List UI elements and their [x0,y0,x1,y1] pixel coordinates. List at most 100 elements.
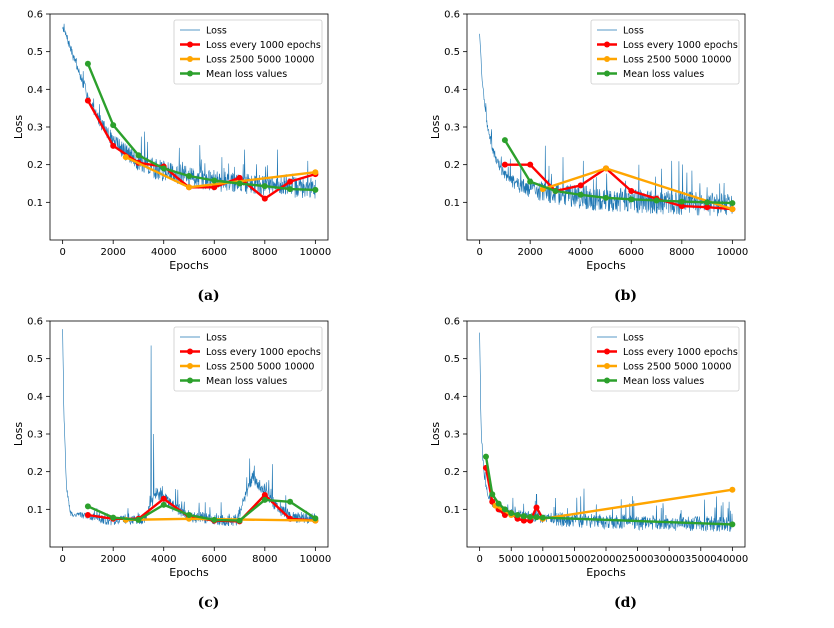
legend-marker-loss-2500-5000-10000 [187,56,193,62]
y-tick-label: 0.2 [27,467,43,478]
y-tick-label: 0.1 [27,198,43,209]
x-tick-label: 2000 [100,247,125,258]
loss-every-1000-epochs-point [520,517,527,524]
legend-label-loss: Loss [206,333,227,344]
y-tick-label: 0.5 [27,47,43,58]
mean-loss-values-point [110,122,117,129]
y-axis-label: Loss [429,422,442,446]
loss-every-1000-epochs-point [678,203,685,210]
legend-marker-mean-loss-values [187,70,193,77]
mean-loss-values-point [729,521,736,528]
legend-marker-loss-every-1000-epochs [187,41,193,48]
legend-label-loss-every-1000-epochs: Loss every 1000 epochs [623,347,738,358]
y-tick-label: 0.3 [444,430,460,441]
x-axis-label: Epochs [169,566,209,579]
mean-loss-values-point [514,511,521,518]
x-axis-label: Epochs [169,259,209,272]
loss-every-1000-epochs-point [501,161,508,168]
loss-2500-5000-10000-point [729,206,736,213]
chart-c: 0.1 0.2 0.3 0.4 0.5 0.6 0 2000 4000 6000 8000 10000… [12,317,331,580]
mean-loss-values-point [527,513,534,520]
x-axis-label: Epochs [586,566,626,579]
mean-loss-values-point [729,200,736,207]
mean-loss-values-line [503,139,733,205]
mean-loss-values-point [312,186,319,193]
caption-c: (c) [197,595,220,611]
loss-every-1000-epochs-point [84,511,91,518]
legend-label-mean-loss-values: Mean loss values [206,376,287,387]
mean-loss-values-point [135,152,142,159]
y-tick-label: 0.6 [27,317,43,328]
x-tick-label: 10000 [716,247,748,258]
loss-every-1000-epochs-point [211,184,218,191]
x-tick-label: 25000 [622,554,654,565]
loss-every-1000-epochs-point [533,504,540,511]
legend-label-mean-loss-values: Mean loss values [206,69,287,80]
x-tick-label: 2000 [517,247,542,258]
x-tick-label: 30000 [653,554,685,565]
mean-loss-values-point [704,199,711,206]
mean-loss-values-point [135,516,142,523]
chart-b: 0.1 0.2 0.3 0.4 0.5 0.6 0 2000 4000 6000 8000 10000… [429,10,748,273]
x-tick-label: 6000 [202,247,227,258]
legend-label-loss: Loss [623,26,644,37]
mean-loss-values-point [628,196,635,203]
legend-marker-loss-every-1000-epochs [604,41,610,48]
legend-label-loss-every-1000-epochs: Loss every 1000 epochs [623,40,738,51]
mean-loss-values-point [527,178,534,185]
x-tick-label: 6000 [202,554,227,565]
x-tick-label: 8000 [669,247,694,258]
loss-every-1000-epochs-point [628,188,635,195]
mean-loss-values-point [261,496,268,503]
mean-loss-values-point [678,198,685,205]
mean-loss-values-point [261,183,268,190]
mean-loss-values-point [312,515,319,522]
loss-every-1000-epochs-point [261,195,268,202]
x-tick-label: 0 [476,554,482,565]
caption-b: (b) [613,288,638,304]
mean-loss-values-point [186,172,192,179]
x-tick-label: 0 [59,247,65,258]
y-tick-label: 0.1 [444,198,460,209]
legend-label-loss-every-1000-epochs: Loss every 1000 epochs [206,40,321,51]
x-tick-label: 8000 [252,554,277,565]
y-tick-label: 0.4 [27,85,43,96]
loss-every-1000-epochs-point [527,161,534,168]
y-tick-label: 0.6 [444,10,460,21]
y-tick-label: 0.3 [27,430,43,441]
y-tick-label: 0.3 [27,123,43,134]
mean-loss-values-point [287,186,294,193]
chart-panel-c: 0.1 0.2 0.3 0.4 0.5 0.6 0 2000 4000 6000 8000 10000… [0,307,417,621]
legend-box [590,19,740,85]
x-tick-label: 4000 [151,247,176,258]
legend-marker-loss-every-1000-epochs [604,348,610,355]
legend-box [173,326,323,392]
mean-loss-values-point [495,500,502,507]
loss-every-1000-epochs-point [704,204,711,211]
legend-label-loss-2500-5000-10000: Loss 2500 5000 10000 [206,362,314,373]
y-tick-label: 0.2 [444,467,460,478]
legend-box [590,326,740,392]
x-tick-label: 10000 [527,554,559,565]
loss-2500-5000-10000-point [729,486,736,493]
caption-a: (a) [197,288,220,304]
loss-2500-5000-10000-point [122,154,129,161]
y-tick-label: 0.1 [444,505,460,516]
loss-every-1000-epochs-line [504,163,733,211]
y-tick-label: 0.1 [27,505,43,516]
x-tick-label: 0 [476,247,482,258]
chart-panel-a: 0.1 0.2 0.3 0.4 0.5 0.6 0 2000 4000 6000 8000 10000… [0,0,417,314]
mean-loss-values-point [577,191,584,198]
x-tick-label: 10000 [299,554,331,565]
x-tick-label: 2000 [100,554,125,565]
mean-loss-values-point [186,511,192,518]
y-tick-label: 0.4 [444,85,460,96]
x-tick-label: 35000 [685,554,717,565]
legend-label-loss-every-1000-epochs: Loss every 1000 epochs [206,347,321,358]
legend-marker-mean-loss-values [604,70,610,77]
loss-every-1000-epochs-point [236,174,243,181]
legend-label-loss: Loss [623,333,644,344]
caption-d: (d) [613,595,638,611]
x-tick-label: 6000 [619,247,644,258]
mean-loss-values-point [508,510,515,517]
